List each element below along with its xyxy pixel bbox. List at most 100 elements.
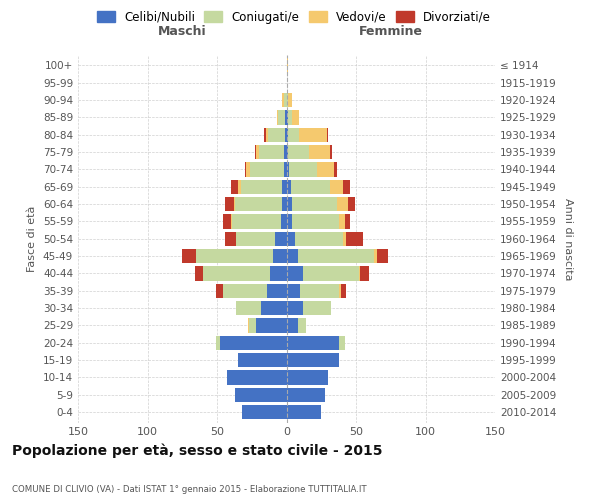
Bar <box>235 197 283 211</box>
Bar <box>287 249 298 263</box>
Bar <box>264 128 266 142</box>
Bar <box>287 145 288 159</box>
Bar <box>298 318 306 332</box>
Bar <box>285 110 287 124</box>
Bar <box>295 232 343 246</box>
Bar <box>287 197 292 211</box>
Bar <box>377 249 388 263</box>
Bar <box>345 214 350 228</box>
Bar <box>232 214 281 228</box>
Bar <box>337 197 347 211</box>
Bar <box>231 180 238 194</box>
Bar <box>238 180 241 194</box>
Bar <box>182 249 196 263</box>
Bar <box>359 266 360 280</box>
Bar <box>231 214 232 228</box>
Bar <box>283 93 284 107</box>
Bar <box>309 145 329 159</box>
Bar <box>299 128 327 142</box>
Bar <box>275 232 287 246</box>
Bar <box>285 128 287 142</box>
Bar <box>256 318 287 332</box>
Bar <box>226 232 236 246</box>
Bar <box>288 128 299 142</box>
Bar <box>360 266 368 280</box>
Text: Maschi: Maschi <box>158 24 206 38</box>
Bar <box>266 128 268 142</box>
Bar <box>259 145 284 159</box>
Bar <box>287 110 288 124</box>
Bar <box>287 232 295 246</box>
Bar <box>287 388 325 402</box>
Bar <box>347 197 355 211</box>
Bar <box>226 197 233 211</box>
Bar <box>196 249 272 263</box>
Bar <box>292 110 299 124</box>
Bar <box>287 58 288 72</box>
Bar <box>287 370 328 384</box>
Bar <box>287 353 340 367</box>
Bar <box>241 180 283 194</box>
Bar <box>303 266 359 280</box>
Bar <box>250 162 284 176</box>
Bar <box>340 284 341 298</box>
Bar <box>287 214 292 228</box>
Bar <box>287 284 301 298</box>
Bar <box>288 145 309 159</box>
Bar <box>292 197 337 211</box>
Bar <box>374 249 377 263</box>
Bar <box>223 214 231 228</box>
Bar <box>287 128 288 142</box>
Bar <box>334 162 337 176</box>
Bar <box>238 353 287 367</box>
Bar <box>245 162 246 176</box>
Bar <box>246 162 250 176</box>
Bar <box>203 266 270 280</box>
Bar <box>303 301 331 315</box>
Text: Femmine: Femmine <box>359 24 423 38</box>
Bar <box>288 110 292 124</box>
Bar <box>301 284 340 298</box>
Bar <box>227 370 287 384</box>
Bar <box>278 110 285 124</box>
Bar <box>235 388 287 402</box>
Bar <box>268 128 285 142</box>
Bar <box>327 128 328 142</box>
Bar <box>242 405 287 419</box>
Bar <box>284 93 287 107</box>
Bar <box>329 145 332 159</box>
Bar <box>292 214 340 228</box>
Bar <box>223 284 267 298</box>
Legend: Celibi/Nubili, Coniugati/e, Vedovi/e, Divorziati/e: Celibi/Nubili, Coniugati/e, Vedovi/e, Di… <box>92 6 496 28</box>
Bar <box>267 284 287 298</box>
Bar <box>343 180 350 194</box>
Bar <box>287 93 288 107</box>
Bar <box>270 266 287 280</box>
Bar <box>220 336 287 350</box>
Bar <box>346 232 363 246</box>
Bar <box>287 266 303 280</box>
Bar <box>287 318 298 332</box>
Bar <box>277 110 278 124</box>
Bar <box>272 249 287 263</box>
Bar <box>284 162 287 176</box>
Bar <box>317 162 334 176</box>
Bar <box>287 336 340 350</box>
Bar <box>249 318 256 332</box>
Bar <box>340 336 345 350</box>
Bar <box>284 145 287 159</box>
Text: Popolazione per età, sesso e stato civile - 2015: Popolazione per età, sesso e stato civil… <box>12 443 383 458</box>
Y-axis label: Fasce di età: Fasce di età <box>28 206 37 272</box>
Bar <box>340 214 345 228</box>
Bar <box>287 405 321 419</box>
Bar <box>287 180 290 194</box>
Bar <box>298 249 374 263</box>
Bar <box>343 232 346 246</box>
Bar <box>287 162 289 176</box>
Bar <box>281 214 287 228</box>
Bar <box>215 336 220 350</box>
Bar <box>283 197 287 211</box>
Bar <box>290 180 329 194</box>
Bar <box>236 301 262 315</box>
Bar <box>236 232 275 246</box>
